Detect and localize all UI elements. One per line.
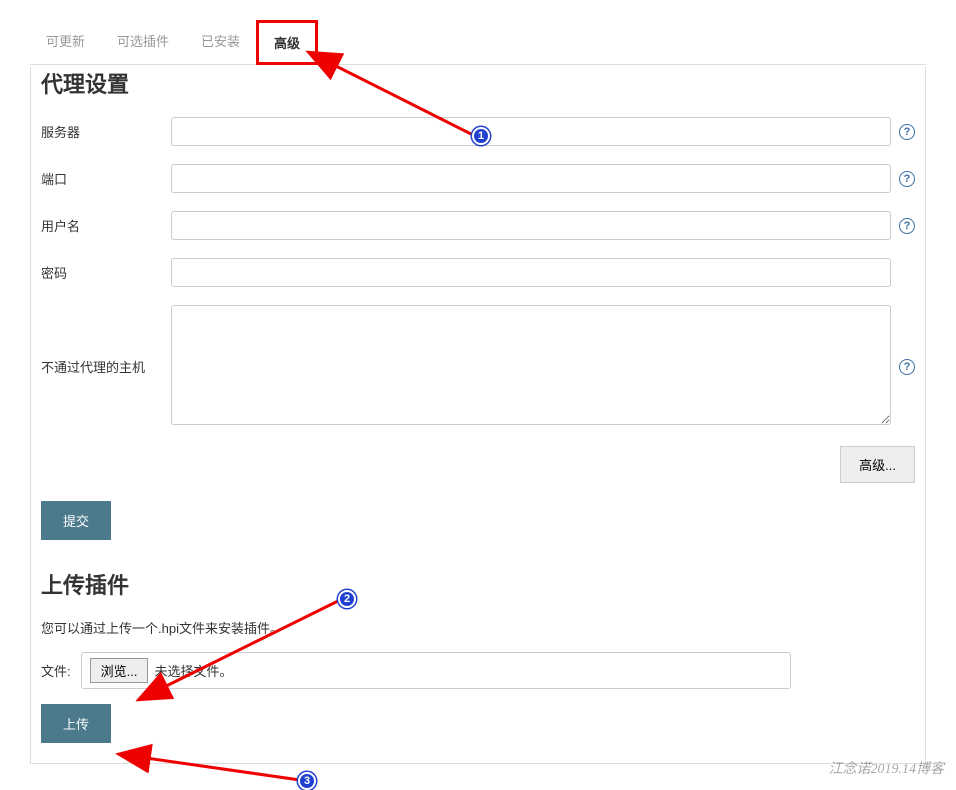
row-port: 端口 ? <box>41 164 915 193</box>
label-username: 用户名 <box>41 216 171 235</box>
tab-advanced[interactable]: 高级 <box>256 20 318 65</box>
label-server: 服务器 <box>41 122 171 141</box>
annotation-marker-2: 2 <box>338 590 356 608</box>
label-port: 端口 <box>41 169 171 188</box>
file-label: 文件: <box>41 661 71 680</box>
label-password: 密码 <box>41 263 171 282</box>
proxy-heading: 代理设置 <box>41 67 915 99</box>
label-noproxy: 不通过代理的主机 <box>41 357 171 376</box>
input-server[interactable] <box>171 117 891 146</box>
input-username[interactable] <box>171 211 891 240</box>
content-panel: 代理设置 服务器 ? 端口 ? 用户名 ? 密码 不通过代理的主机 ? 高级..… <box>30 67 926 764</box>
tabs-bar: 可更新 可选插件 已安装 高级 <box>30 20 926 65</box>
help-icon[interactable]: ? <box>899 124 915 140</box>
submit-button[interactable]: 提交 <box>41 501 111 540</box>
file-box: 浏览... 未选择文件。 <box>81 652 791 689</box>
annotation-marker-3: 3 <box>298 772 316 790</box>
annotation-marker-1: 1 <box>472 127 490 145</box>
row-noproxy: 不通过代理的主机 ? <box>41 305 915 428</box>
tab-installed[interactable]: 已安装 <box>185 20 256 65</box>
upload-heading: 上传插件 <box>41 568 915 600</box>
tab-updateable[interactable]: 可更新 <box>30 20 101 65</box>
help-icon[interactable]: ? <box>899 218 915 234</box>
row-password: 密码 <box>41 258 915 287</box>
input-password[interactable] <box>171 258 891 287</box>
upload-description: 您可以通过上传一个.hpi文件来安装插件。 <box>41 618 915 637</box>
input-noproxy[interactable] <box>171 305 891 425</box>
file-status: 未选择文件。 <box>154 661 232 680</box>
help-icon[interactable]: ? <box>899 171 915 187</box>
file-row: 文件: 浏览... 未选择文件。 <box>41 652 915 689</box>
browse-button[interactable]: 浏览... <box>90 658 149 683</box>
row-username: 用户名 ? <box>41 211 915 240</box>
advanced-btn-row: 高级... <box>41 446 915 483</box>
advanced-button[interactable]: 高级... <box>840 446 915 483</box>
tab-optional[interactable]: 可选插件 <box>101 20 185 65</box>
upload-button[interactable]: 上传 <box>41 704 111 743</box>
help-icon[interactable]: ? <box>899 359 915 375</box>
input-port[interactable] <box>171 164 891 193</box>
